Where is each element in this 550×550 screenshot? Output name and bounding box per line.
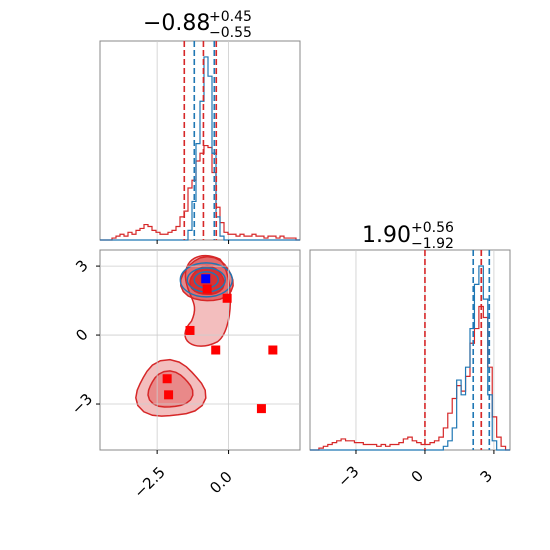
scatter-markers xyxy=(162,274,278,414)
hist-param1-primary xyxy=(310,305,510,451)
density-contour-secondary-0 xyxy=(179,262,233,298)
marker-secondary-0 xyxy=(201,274,211,284)
param1-title-median-text: 1.90 xyxy=(362,223,411,248)
param1-title: 1.90 +0.56 −1.92 xyxy=(362,220,454,252)
param0-title-minus-text: −0.55 xyxy=(209,25,252,41)
quantile-lines xyxy=(183,41,491,450)
panel-hist-param1 xyxy=(309,249,511,451)
density-contour-lower-inner xyxy=(147,370,194,408)
tick-label-param0-1: 0.0 xyxy=(206,468,236,498)
param1-title-minus-text: −1.92 xyxy=(411,236,454,252)
tick-label-param1-y-2: 3 xyxy=(72,256,91,275)
hist-param0-secondary xyxy=(100,56,300,241)
param0-title-plus-text: +0.45 xyxy=(209,9,252,25)
tick-label-param1-x-1: 0 xyxy=(408,467,427,486)
marker-primary-6 xyxy=(256,404,266,414)
hist-param1-secondary xyxy=(310,265,510,451)
tick-label-param1-y-1: 0 xyxy=(72,325,91,344)
tick-label-param0-0: −2.5 xyxy=(130,463,168,501)
marker-primary-4 xyxy=(162,374,172,384)
tick-label-param1-x-2: 3 xyxy=(477,467,496,486)
marker-primary-2 xyxy=(211,345,221,355)
marker-primary-3 xyxy=(268,345,278,355)
marker-primary-7 xyxy=(202,284,212,294)
param1-title-plus-text: +0.56 xyxy=(411,220,454,236)
param0-title-median-text: −0.88 xyxy=(143,11,210,36)
tick-label-param1-y-0: −3 xyxy=(68,390,96,418)
marker-primary-5 xyxy=(164,390,174,400)
marker-primary-0 xyxy=(185,325,195,335)
tick-label-param1-x-0: −3 xyxy=(334,462,362,490)
scatter-density-contours xyxy=(135,254,234,417)
histograms xyxy=(100,56,510,451)
param0-title: −0.88 +0.45 −0.55 xyxy=(143,9,252,41)
marker-primary-1 xyxy=(222,293,232,303)
